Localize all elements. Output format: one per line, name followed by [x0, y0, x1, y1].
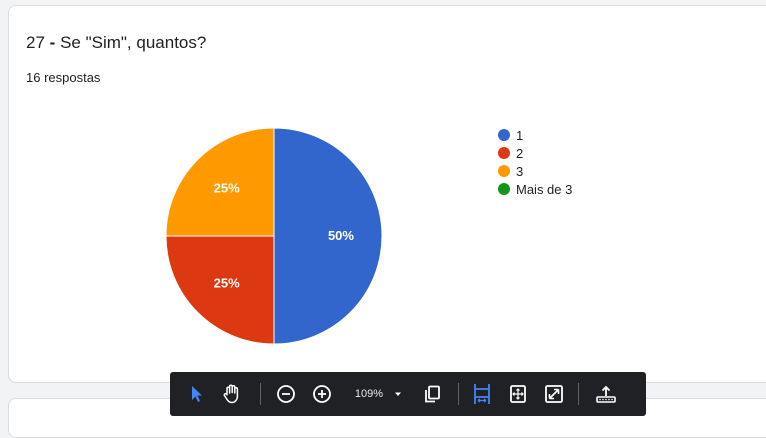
pie-slice-label: 25% — [214, 181, 240, 196]
legend-label: 3 — [516, 163, 524, 179]
question-title: 27 - Se "Sim", quantos? — [26, 33, 206, 53]
legend-swatch — [498, 183, 510, 195]
zoom-in-button[interactable] — [310, 372, 334, 416]
legend-item: 3 — [498, 162, 572, 180]
legend-item: 2 — [498, 144, 572, 162]
fit-width-icon — [474, 384, 490, 404]
legend-swatch — [498, 129, 510, 141]
pie-slice-3 — [165, 127, 275, 237]
select-tool-button[interactable] — [186, 372, 208, 416]
legend-item: Mais de 3 — [498, 180, 572, 198]
pie-slice-1 — [273, 127, 383, 345]
hand-icon — [223, 384, 239, 404]
zoom-out-button[interactable] — [274, 372, 298, 416]
pdf-toolbar: 109% — [170, 372, 646, 416]
pie-slice-2 — [165, 235, 275, 345]
copy-button[interactable] — [420, 372, 444, 416]
toolbar-divider — [458, 383, 459, 405]
legend-label: 1 — [516, 127, 524, 143]
fullscreen-icon — [545, 385, 563, 403]
export-button[interactable] — [592, 372, 620, 416]
toolbar-divider — [260, 383, 261, 405]
upload-icon — [596, 385, 616, 403]
hand-tool-button[interactable] — [218, 372, 246, 416]
zoom-select[interactable]: 109% — [348, 372, 410, 416]
caret-down-icon — [395, 392, 402, 396]
response-count: 16 respostas — [26, 70, 101, 85]
copy-icon — [425, 385, 440, 403]
zoom-out-icon — [277, 385, 295, 403]
question-dash: - — [49, 33, 56, 52]
toolbar-divider — [578, 383, 579, 405]
pie-slice-label: 25% — [214, 275, 240, 290]
legend-label: 2 — [516, 145, 524, 161]
zoom-in-icon — [313, 385, 331, 403]
fullscreen-button[interactable] — [542, 372, 566, 416]
legend-item: 1 — [498, 126, 572, 144]
fit-width-button[interactable] — [470, 372, 494, 416]
question-card — [8, 5, 766, 383]
pointer-icon — [192, 386, 202, 402]
question-text: Se "Sim", quantos? — [60, 33, 207, 52]
legend-swatch — [498, 165, 510, 177]
pie-chart: 50% 25% 25% — [165, 127, 383, 345]
legend-label: Mais de 3 — [516, 181, 573, 197]
pie-slice-label: 50% — [328, 228, 354, 243]
legend-swatch — [498, 147, 510, 159]
question-number: 27 — [26, 33, 45, 52]
chart-legend: 1 2 3 Mais de 3 — [498, 126, 572, 198]
zoom-level: 109% — [354, 388, 384, 400]
fit-page-icon — [510, 385, 526, 403]
fit-page-button[interactable] — [506, 372, 530, 416]
